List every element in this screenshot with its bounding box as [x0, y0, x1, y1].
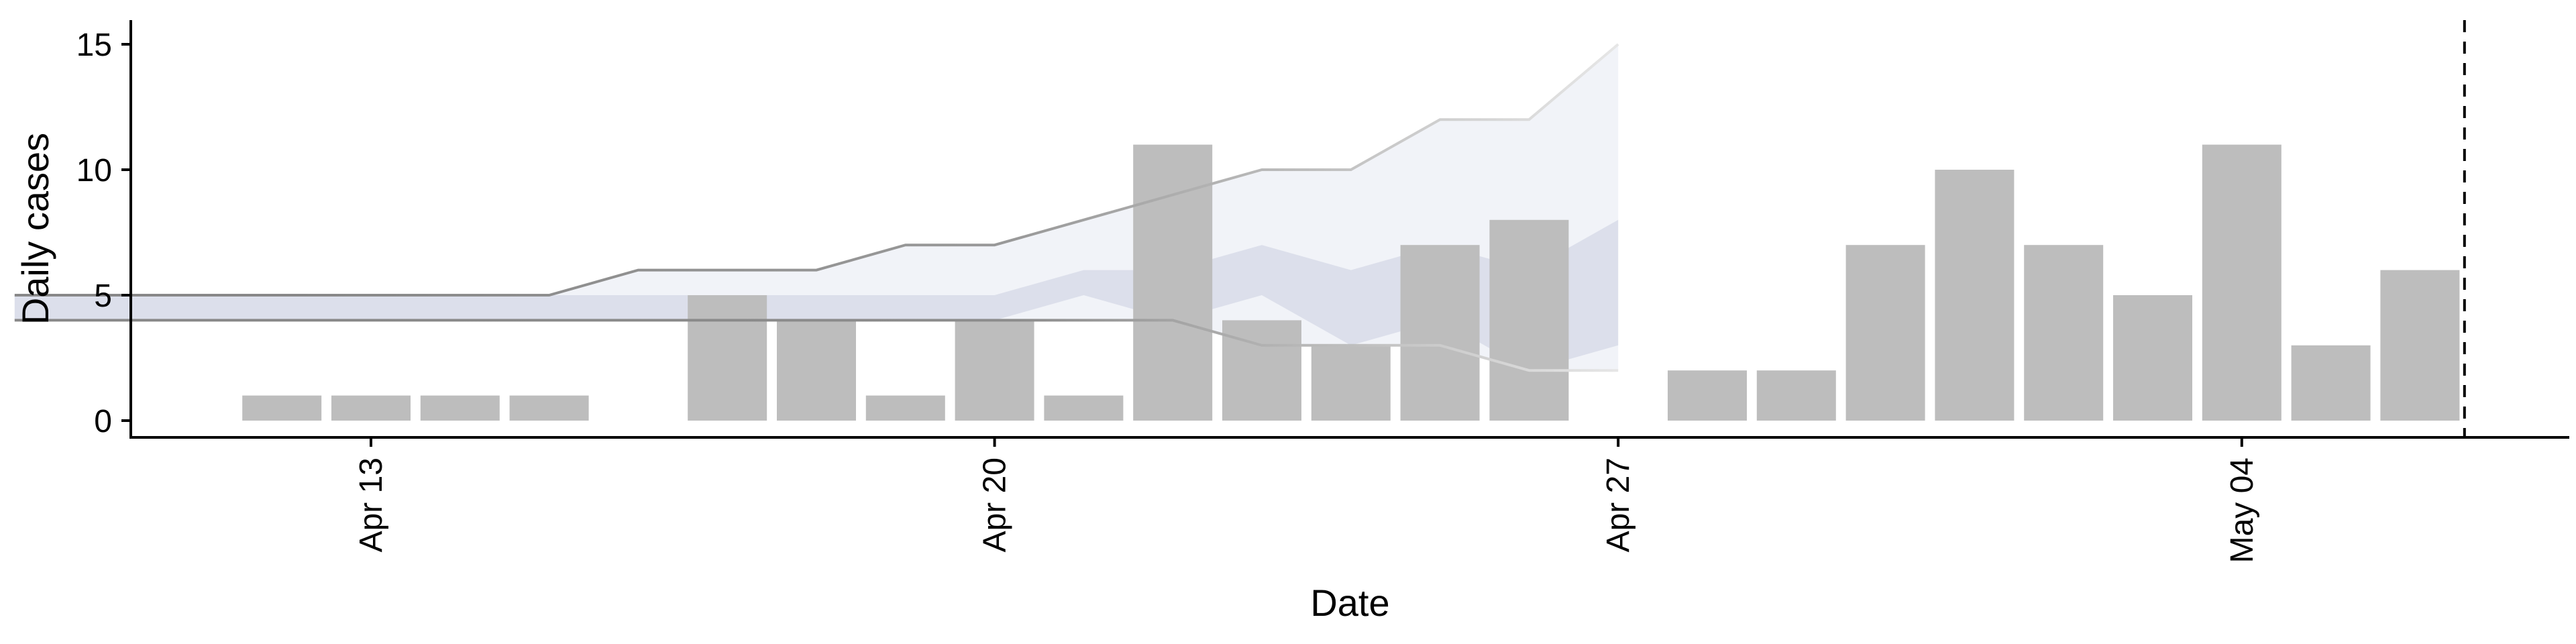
bar: [242, 395, 322, 421]
bar: [420, 395, 500, 421]
bar: [1845, 245, 1925, 421]
y-tick-label: 15: [76, 28, 112, 63]
bar-series: [242, 144, 2460, 421]
y-tick-label: 10: [76, 153, 112, 189]
y-tick-label: 0: [94, 404, 112, 439]
x-tick-label: Apr 27: [1601, 458, 1636, 552]
bar: [777, 320, 856, 421]
x-axis-title: Date: [1310, 582, 1389, 624]
bar: [1311, 345, 1391, 421]
bar: [509, 395, 589, 421]
bar: [2202, 144, 2282, 421]
inner-ribbon: [14, 219, 1619, 371]
bar: [2024, 245, 2104, 421]
bar: [2291, 345, 2371, 421]
lower-bound-line: [14, 319, 1619, 372]
bar: [2113, 295, 2192, 421]
bar: [1133, 144, 1213, 421]
x-axis-ticks: Apr 13 Apr 20 Apr 27 May 04: [354, 437, 2260, 563]
bar: [1489, 219, 1569, 421]
axes: 0 5 10 15 Apr 13 Apr 20 Apr 27 May 04: [76, 20, 2569, 563]
bar: [1756, 370, 1836, 421]
bar: [1668, 370, 1747, 421]
bar: [2380, 270, 2460, 421]
bar: [688, 295, 767, 421]
bar: [1935, 170, 2015, 421]
upper-bound-line: [14, 43, 1619, 297]
y-axis-ticks: 0 5 10 15: [76, 28, 131, 439]
forecast-bound-lines: [14, 43, 1619, 372]
bar: [1044, 395, 1124, 421]
bar: [1400, 245, 1480, 421]
x-tick-label: Apr 20: [977, 458, 1013, 552]
bar: [955, 320, 1034, 421]
y-axis-title: Daily cases: [14, 133, 56, 325]
plot-area: [14, 20, 2466, 437]
bar: [1222, 320, 1301, 421]
x-tick-label: Apr 13: [354, 458, 389, 552]
bar: [331, 395, 411, 421]
y-tick-label: 5: [94, 278, 112, 314]
forecast-ribbons: [14, 44, 1619, 371]
x-tick-label: May 04: [2224, 458, 2260, 563]
bar: [865, 395, 945, 421]
